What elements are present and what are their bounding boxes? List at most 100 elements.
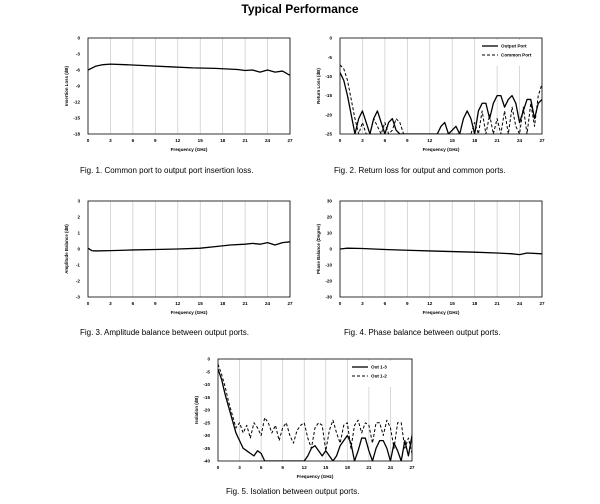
x-tick-label: 27 xyxy=(539,301,545,306)
plot-frame xyxy=(217,358,413,462)
x-tick-label: 27 xyxy=(409,465,415,470)
x-tick-label: 18 xyxy=(472,138,478,143)
y-tick-label: -1 xyxy=(76,263,81,268)
x-tick-label: 21 xyxy=(243,138,249,143)
x-tick-label: 18 xyxy=(220,138,226,143)
series-line-solid xyxy=(88,63,290,76)
caption-fig5: Fig. 5. Isolation between output ports. xyxy=(226,487,360,496)
chart-svg: 0 3 6 9 12 15 18 21 24 27 0 -3 -6 -9 -12 -15 -18 Frequenc… xyxy=(64,36,293,152)
chart-svg: 0 3 6 9 12 15 18 21 24 27 0 -5 -10 -15 -20 -25 -30 -35 -40… xyxy=(194,357,415,479)
x-tick-label: 12 xyxy=(302,465,308,470)
x-tick-label: 18 xyxy=(345,465,351,470)
x-tick-label: 3 xyxy=(238,465,241,470)
plot-frame xyxy=(339,37,543,135)
y-axis-label: Amplitude Balance (dB) xyxy=(64,224,69,274)
y-tick-label: -15 xyxy=(73,116,80,121)
x-tick-label: 6 xyxy=(260,465,263,470)
y-tick-label: -10 xyxy=(325,74,332,79)
chart-insertion-loss: 0 3 6 9 12 15 18 21 24 27 0 -3 -6 -9 -12 -15 -18 Frequenc… xyxy=(60,34,293,152)
y-tick-label: -25 xyxy=(203,420,210,425)
x-tick-label: 6 xyxy=(132,138,135,143)
plot-frame xyxy=(87,37,291,135)
y-tick-label: -18 xyxy=(73,132,80,137)
y-tick-label: -25 xyxy=(325,132,332,137)
series-line-solid xyxy=(340,247,542,256)
x-tick-label: 6 xyxy=(384,301,387,306)
x-tick-label: 24 xyxy=(388,465,394,470)
x-tick-label: 3 xyxy=(361,301,364,306)
y-tick-label: 0 xyxy=(77,36,80,41)
y-tick-label: 20 xyxy=(327,215,333,220)
x-tick-label: 15 xyxy=(198,301,204,306)
x-tick-label: 24 xyxy=(517,138,523,143)
y-tick-label: 0 xyxy=(77,247,80,252)
x-tick-label: 21 xyxy=(495,301,501,306)
y-axis-label: Return Loss (dB) xyxy=(316,68,321,104)
x-tick-label: 15 xyxy=(450,301,456,306)
y-axis-label: Phase Balance (Degree) xyxy=(316,223,321,274)
x-tick-label: 6 xyxy=(384,138,387,143)
x-tick-label: 12 xyxy=(427,138,433,143)
y-tick-label: -6 xyxy=(76,68,81,73)
x-tick-label: 21 xyxy=(366,465,372,470)
x-tick-label: 12 xyxy=(175,138,181,143)
y-tick-label: -3 xyxy=(76,295,81,300)
series-line-dashed xyxy=(218,363,412,454)
caption-fig2: Fig. 2. Return loss for output and commo… xyxy=(334,166,506,175)
chart-amplitude-balance: 0 3 6 9 12 15 18 21 24 27 3 2 1 0 -1 -2 -3 Frequency (GHz… xyxy=(60,197,293,315)
legend-label: Output Port xyxy=(501,44,527,49)
legend-label: Out 1-3 xyxy=(371,365,387,370)
y-tick-label: -3 xyxy=(76,52,81,57)
y-tick-label: -5 xyxy=(328,55,333,60)
chart-isolation: 0 3 6 9 12 15 18 21 24 27 0 -5 -10 -15 -20 -25 -30 -35 -40… xyxy=(190,355,415,480)
x-tick-label: 0 xyxy=(339,301,342,306)
x-tick-label: 15 xyxy=(450,138,456,143)
x-tick-label: 0 xyxy=(217,465,220,470)
y-axis-label: Isolation (dB) xyxy=(194,395,199,424)
y-tick-label: 2 xyxy=(77,215,80,220)
series-line-dashed xyxy=(340,64,542,134)
y-axis-label: Insertion Loss (dB) xyxy=(64,65,69,106)
x-tick-label: 9 xyxy=(406,138,409,143)
x-tick-label: 12 xyxy=(427,301,433,306)
y-tick-label: 1 xyxy=(77,231,80,236)
chart-return-loss: 0 3 6 9 12 15 18 21 24 27 0 -5 -10 -15 -20 -25 Frequency… xyxy=(312,34,545,152)
y-tick-label: 0 xyxy=(329,247,332,252)
x-tick-label: 9 xyxy=(281,465,284,470)
y-tick-label: -20 xyxy=(325,279,332,284)
legend-label: Common Port xyxy=(501,53,532,58)
x-tick-label: 18 xyxy=(220,301,226,306)
y-tick-label: -15 xyxy=(203,395,210,400)
page-title: Typical Performance xyxy=(241,2,359,16)
legend-box xyxy=(478,40,540,66)
x-tick-label: 24 xyxy=(265,301,271,306)
x-tick-label: 9 xyxy=(154,138,157,143)
y-tick-label: -30 xyxy=(325,295,332,300)
y-tick-label: -10 xyxy=(325,263,332,268)
y-tick-label: -9 xyxy=(76,84,81,89)
y-tick-label: -20 xyxy=(203,408,210,413)
caption-fig3: Fig. 3. Amplitude balance between output… xyxy=(80,328,249,337)
x-tick-label: 24 xyxy=(517,301,523,306)
series-line-solid xyxy=(88,241,290,252)
x-tick-label: 0 xyxy=(87,301,90,306)
y-tick-label: 3 xyxy=(77,199,80,204)
y-tick-label: -40 xyxy=(203,459,210,464)
x-axis-label: Frequency (GHz) xyxy=(171,310,208,315)
y-tick-label: -30 xyxy=(203,433,210,438)
y-tick-label: 10 xyxy=(327,231,333,236)
x-tick-label: 15 xyxy=(323,465,329,470)
y-tick-label: 30 xyxy=(327,199,333,204)
x-tick-label: 3 xyxy=(109,138,112,143)
x-axis-label: Frequency (GHz) xyxy=(171,147,208,152)
x-tick-label: 3 xyxy=(109,301,112,306)
x-tick-label: 24 xyxy=(265,138,271,143)
y-tick-label: 0 xyxy=(329,36,332,41)
series-line-solid xyxy=(218,368,412,461)
x-tick-label: 21 xyxy=(495,138,501,143)
x-tick-label: 0 xyxy=(87,138,90,143)
caption-fig4: Fig. 4. Phase balance between output por… xyxy=(344,328,501,337)
x-tick-label: 9 xyxy=(154,301,157,306)
x-tick-label: 6 xyxy=(132,301,135,306)
